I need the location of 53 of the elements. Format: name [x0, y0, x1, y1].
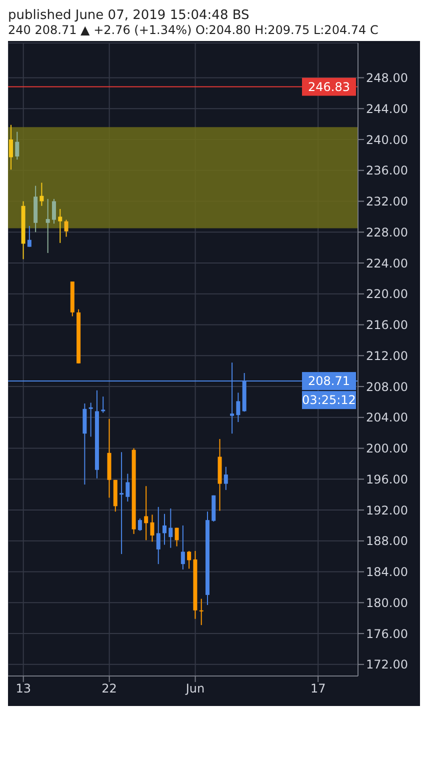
y-tick-label: 188.00: [366, 534, 408, 548]
y-tick-label: 200.00: [366, 442, 408, 456]
candlestick: [9, 124, 13, 170]
y-tick-label: 228.00: [366, 225, 408, 240]
ref-line-label: 208.71: [308, 374, 350, 388]
y-tick-label: 184.00: [366, 565, 408, 580]
x-tick-label: 17: [310, 682, 326, 696]
y-tick-label: 172.00: [366, 658, 408, 672]
ref-line-label: 246.83: [308, 80, 350, 94]
candlestick: [150, 514, 154, 542]
candlestick: [58, 208, 62, 244]
candlestick: [27, 225, 32, 248]
candlestick: [180, 524, 185, 570]
x-tick-label: 22: [102, 682, 117, 696]
y-tick-label: 208.00: [366, 380, 408, 394]
y-tick-label: 224.00: [366, 256, 408, 270]
candlestick: [40, 182, 44, 206]
y-tick-label: 240.00: [366, 132, 408, 147]
candlestick: [138, 518, 142, 532]
chart-subtitle: 240 208.71 ▲ +2.76 (+1.34%) O:204.80 H:209.75 L:204.74 C: [8, 23, 380, 37]
candlestick: [236, 392, 240, 423]
candlestick: [46, 198, 50, 254]
y-tick-label: 212.00: [366, 348, 408, 363]
candlestick: [15, 131, 20, 160]
y-tick-label: 204.00: [366, 410, 408, 425]
y-tick-label: 216.00: [366, 318, 408, 332]
y-tick-label: 192.00: [366, 503, 408, 518]
y-tick-label: 236.00: [366, 164, 408, 178]
x-tick-label: 13: [16, 682, 31, 696]
candlestick: [174, 527, 179, 547]
x-tick-label: Jun: [184, 682, 205, 696]
candlestick: [168, 508, 173, 548]
annotation: 03:25:12: [302, 393, 356, 408]
candlestick: [88, 402, 93, 438]
y-tick-label: 180.00: [366, 596, 408, 610]
y-tick-label: 176.00: [366, 626, 408, 641]
candlestick: [64, 219, 68, 238]
y-tick-label: 248.00: [366, 71, 408, 85]
y-tick-label: 196.00: [366, 472, 408, 486]
chart-title: published June 07, 2019 15:04:48 BS: [8, 8, 250, 23]
candlestick: [126, 473, 130, 502]
y-tick-label: 244.00: [366, 102, 408, 116]
candlestick: [187, 550, 192, 570]
y-tick-label: 220.00: [366, 287, 408, 302]
candlestick: [120, 452, 124, 555]
candlestick: [162, 513, 167, 546]
y-tick-label: 232.00: [366, 194, 408, 209]
candlestick: [199, 598, 204, 626]
candlestick: [144, 486, 148, 541]
candlestick: [156, 506, 160, 565]
candlestick: [224, 466, 228, 490]
candlestick: [52, 198, 56, 224]
candlestick: [101, 396, 106, 414]
